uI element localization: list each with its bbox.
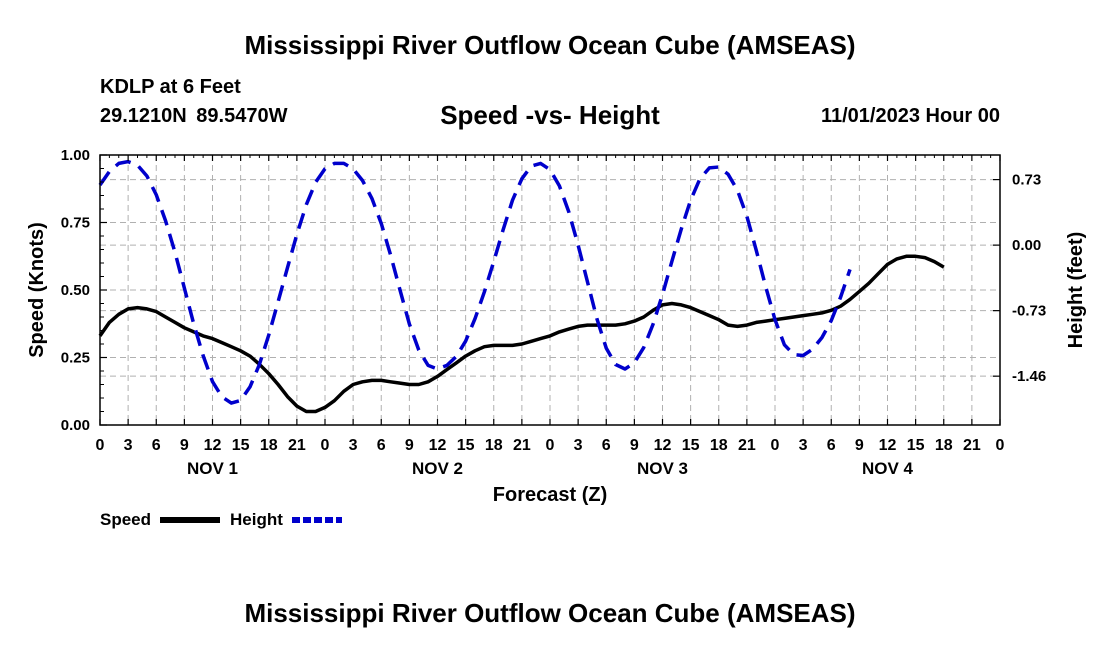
- station-label: KDLP at 6 Feet: [100, 76, 241, 98]
- speed-series-line: [98, 254, 945, 414]
- day-label: NOV 2: [412, 459, 463, 478]
- x-tick-label: 0: [96, 437, 105, 454]
- x-tick-label: 6: [152, 437, 161, 454]
- x-tick-label: 15: [907, 437, 925, 454]
- y-axis-title: Speed (Knots): [26, 222, 48, 358]
- x-tick-label: 6: [377, 437, 386, 454]
- y2-tick-label: -0.73: [1012, 303, 1046, 320]
- y2-axis-title: Height (feet): [1065, 232, 1087, 349]
- legend-label-height: Height: [230, 510, 283, 529]
- day-label: NOV 4: [862, 459, 914, 478]
- y2-tick-label: 0.00: [1012, 237, 1041, 254]
- x-tick-label: 9: [855, 437, 864, 454]
- x-tick-label: 18: [260, 437, 278, 454]
- x-tick-label: 21: [963, 437, 981, 454]
- x-tick-label: 6: [827, 437, 836, 454]
- y2-tick-label: 0.73: [1012, 172, 1041, 189]
- x-tick-label: 3: [124, 437, 133, 454]
- x-axis-title: Forecast (Z): [493, 484, 607, 506]
- x-tick-label: 18: [710, 437, 728, 454]
- y-tick-label: 1.00: [61, 147, 90, 164]
- x-tick-label: 9: [180, 437, 189, 454]
- chart-main-title: Mississippi River Outflow Ocean Cube (AM…: [244, 30, 856, 60]
- x-tick-label: 0: [771, 437, 780, 454]
- x-tick-label: 3: [799, 437, 808, 454]
- grid-lines: [100, 155, 1000, 425]
- station-coordinates: 29.1210N 89.5470W: [100, 105, 288, 127]
- x-tick-label: 15: [457, 437, 475, 454]
- x-tick-label: 21: [288, 437, 306, 454]
- day-label: NOV 3: [637, 459, 688, 478]
- x-tick-label: 9: [405, 437, 414, 454]
- forecast-datetime: 11/01/2023 Hour 00: [820, 105, 1000, 127]
- day-label: NOV 1: [187, 459, 238, 478]
- y-tick-label: 0.00: [61, 417, 90, 434]
- legend: Speed Height: [100, 510, 342, 529]
- x-tick-label: 21: [513, 437, 531, 454]
- chart-subtitle: Speed -vs- Height: [440, 100, 660, 130]
- series-layer: [98, 159, 945, 414]
- height-series-line: [98, 159, 852, 405]
- y-tick-label: 0.50: [61, 282, 90, 299]
- x-tick-label: 0: [996, 437, 1005, 454]
- x-tick-label: 12: [429, 437, 447, 454]
- x-tick-label: 21: [738, 437, 756, 454]
- legend-label-speed: Speed: [100, 510, 151, 529]
- x-tick-label: 0: [546, 437, 555, 454]
- x-tick-label: 15: [682, 437, 700, 454]
- x-tick-label: 3: [349, 437, 358, 454]
- x-tick-label: 3: [574, 437, 583, 454]
- bottom-title: Mississippi River Outflow Ocean Cube (AM…: [244, 598, 856, 628]
- y2-tick-label: -1.46: [1012, 368, 1046, 385]
- x-tick-label: 0: [321, 437, 330, 454]
- y-tick-label: 0.25: [61, 350, 90, 367]
- x-tick-label: 18: [485, 437, 503, 454]
- x-tick-label: 6: [602, 437, 611, 454]
- axes-layer: 0 3 6 9 12 15 18 21 0 3 6 9 12 15 18 21 0 3 6 9 12 15 18 21 0 3 6 9…: [61, 147, 1046, 478]
- x-tick-label: 15: [232, 437, 250, 454]
- x-tick-label: 12: [654, 437, 672, 454]
- y-tick-label: 0.75: [61, 215, 90, 232]
- x-tick-label: 12: [879, 437, 897, 454]
- x-tick-label: 12: [204, 437, 222, 454]
- x-tick-label: 9: [630, 437, 639, 454]
- x-tick-label: 18: [935, 437, 953, 454]
